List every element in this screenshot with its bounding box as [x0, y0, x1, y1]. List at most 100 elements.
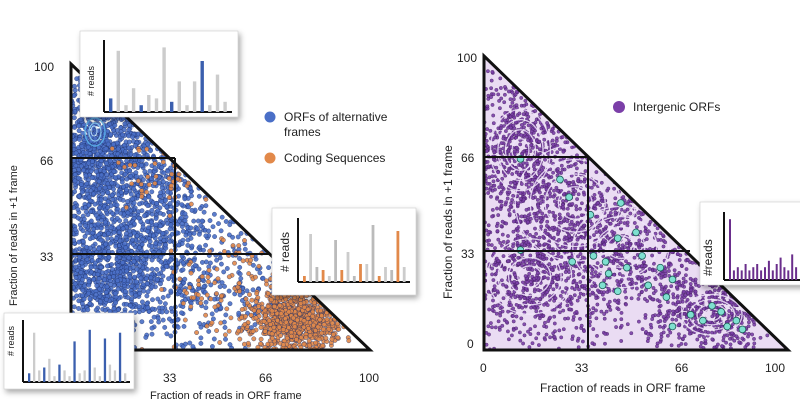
scatter-point: [550, 127, 555, 132]
scatter-point: [486, 164, 491, 169]
scatter-point: [87, 301, 93, 307]
scatter-point: [552, 188, 556, 193]
scatter-point: [156, 271, 162, 277]
scatter-point: [492, 284, 497, 289]
scatter-point: [180, 228, 186, 234]
scatter-point: [188, 304, 194, 310]
scatter-point: [555, 188, 560, 193]
scatter-point: [679, 263, 684, 268]
scatter-point: [537, 147, 542, 152]
scatter-point: [122, 241, 128, 247]
scatter-point: [95, 128, 101, 134]
scatter-point: [530, 341, 535, 346]
scatter-point: [316, 336, 322, 342]
scatter-point: [152, 165, 158, 171]
scatter-point: [164, 309, 170, 315]
scatter-point: [109, 262, 115, 267]
scatter-point: [319, 313, 325, 319]
scatter-point: [211, 336, 217, 342]
scatter-point: [485, 127, 489, 132]
scatter-point: [239, 315, 245, 320]
scatter-point: [226, 328, 232, 334]
scatter-point: [218, 261, 224, 267]
scatter-point: [286, 325, 291, 330]
scatter-point: [521, 288, 526, 293]
scatter-point: [109, 146, 115, 152]
scatter-point: [164, 204, 170, 210]
scatter-point: [321, 322, 327, 327]
scatter-point: [526, 123, 531, 128]
scatter-point: [131, 200, 137, 206]
scatter-point: [203, 196, 209, 202]
scatter-point: [214, 266, 220, 272]
scatter-point: [508, 104, 513, 109]
scatter-point: [522, 333, 527, 338]
scatter-point: [97, 286, 103, 292]
scatter-point: [129, 181, 135, 187]
scatter-point: [93, 212, 99, 218]
scatter-point: [76, 306, 82, 311]
scatter-point: [272, 303, 277, 309]
scatter-point: [152, 180, 158, 186]
scatter-point: [551, 142, 556, 147]
scatter-point: [90, 158, 95, 164]
scatter-point: [237, 271, 243, 277]
scatter-point: [129, 283, 135, 289]
scatter-point: [86, 144, 91, 150]
scatter-point: [91, 191, 96, 197]
scatter-point: [246, 271, 252, 276]
scatter-point: [118, 189, 124, 195]
scatter-point: [244, 288, 250, 294]
scatter-point: [558, 310, 562, 315]
scatter-point: [131, 186, 137, 192]
scatter-point: [160, 317, 166, 323]
scatter-point: [115, 278, 121, 284]
scatter-point: [264, 281, 269, 287]
scatter-point: [540, 294, 545, 299]
scatter-point: [105, 141, 111, 147]
scatter-point: [498, 313, 503, 318]
scatter-point: [635, 225, 639, 230]
scatter-point: [222, 283, 227, 289]
scatter-point: [148, 319, 154, 324]
scatter-point: [330, 332, 336, 337]
scatter-point: [109, 192, 115, 198]
scatter-point: [73, 150, 79, 156]
scatter-point: [491, 121, 496, 126]
scatter-point: [133, 170, 139, 176]
scatter-point: [520, 263, 524, 268]
scatter-point: [106, 230, 111, 236]
scatter-point: [521, 259, 525, 264]
scatter-point: [535, 162, 540, 167]
scatter-point: [182, 317, 188, 323]
scatter-point: [122, 164, 127, 170]
scatter-point: [109, 180, 115, 186]
scatter-point: [149, 207, 155, 213]
scatter-point: [311, 300, 317, 306]
scatter-point: [73, 275, 79, 281]
scatter-point: [506, 168, 511, 173]
scatter-point: [486, 324, 491, 329]
scatter-point: [87, 296, 93, 302]
scatter-point: [579, 323, 584, 328]
scatter-point: [551, 210, 555, 215]
scatter-point: [206, 328, 212, 334]
scatter-point: [157, 235, 163, 241]
scatter-point: [501, 146, 506, 151]
scatter-point: [242, 246, 248, 252]
scatter-point: [78, 182, 84, 188]
scatter-point: [561, 308, 566, 313]
scatter-point: [120, 226, 126, 231]
scatter-point: [243, 296, 249, 302]
scatter-point: [139, 299, 145, 305]
scatter-point: [242, 238, 247, 243]
scatter-point: [144, 293, 150, 299]
scatter-point: [503, 129, 508, 134]
scatter-point: [497, 106, 502, 111]
scatter-point: [628, 211, 633, 216]
scatter-point: [143, 276, 149, 281]
scatter-point: [212, 304, 218, 310]
scatter-point: [531, 298, 535, 303]
scatter-point: [187, 285, 193, 290]
scatter-point: [89, 218, 94, 224]
